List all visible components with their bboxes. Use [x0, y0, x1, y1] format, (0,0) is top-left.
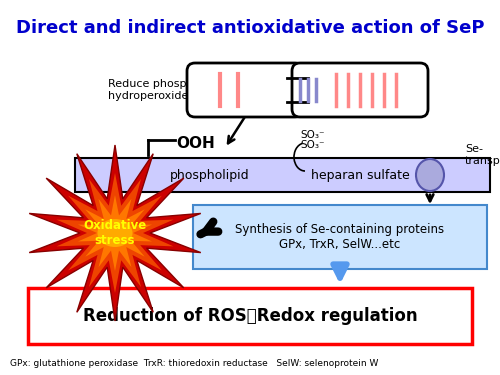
Polygon shape	[29, 145, 201, 321]
Text: Oxidative
stress: Oxidative stress	[84, 219, 146, 247]
Polygon shape	[56, 173, 174, 293]
Text: OOH: OOH	[176, 135, 215, 150]
Polygon shape	[78, 195, 152, 271]
Text: heparan sulfate: heparan sulfate	[310, 168, 410, 182]
Text: Reduction of ROS・Redox regulation: Reduction of ROS・Redox regulation	[82, 307, 417, 325]
Ellipse shape	[416, 159, 444, 191]
Text: Se-
transporter: Se- transporter	[465, 144, 500, 166]
Bar	[75, 158, 490, 192]
Text: SO₃⁻: SO₃⁻	[300, 130, 324, 140]
Text: GPx: glutathione peroxidase  TrxR: thioredoxin reductase   SelW: selenoprotein W: GPx: glutathione peroxidase TrxR: thiore…	[10, 359, 378, 368]
Text: Direct and indirect antioxidative action of SeP: Direct and indirect antioxidative action…	[16, 19, 484, 37]
FancyBboxPatch shape	[193, 205, 487, 269]
Ellipse shape	[98, 219, 132, 247]
FancyBboxPatch shape	[187, 63, 303, 117]
Text: phospholipid: phospholipid	[170, 168, 250, 182]
FancyBboxPatch shape	[28, 288, 472, 344]
Text: Reduce phospholipid
hydroperoxide: Reduce phospholipid hydroperoxide	[108, 79, 224, 101]
FancyBboxPatch shape	[292, 63, 428, 117]
Text: SO₃⁻: SO₃⁻	[300, 140, 324, 150]
Text: Synthesis of Se-containing proteins
GPx, TrxR, SelW...etc: Synthesis of Se-containing proteins GPx,…	[236, 223, 444, 251]
